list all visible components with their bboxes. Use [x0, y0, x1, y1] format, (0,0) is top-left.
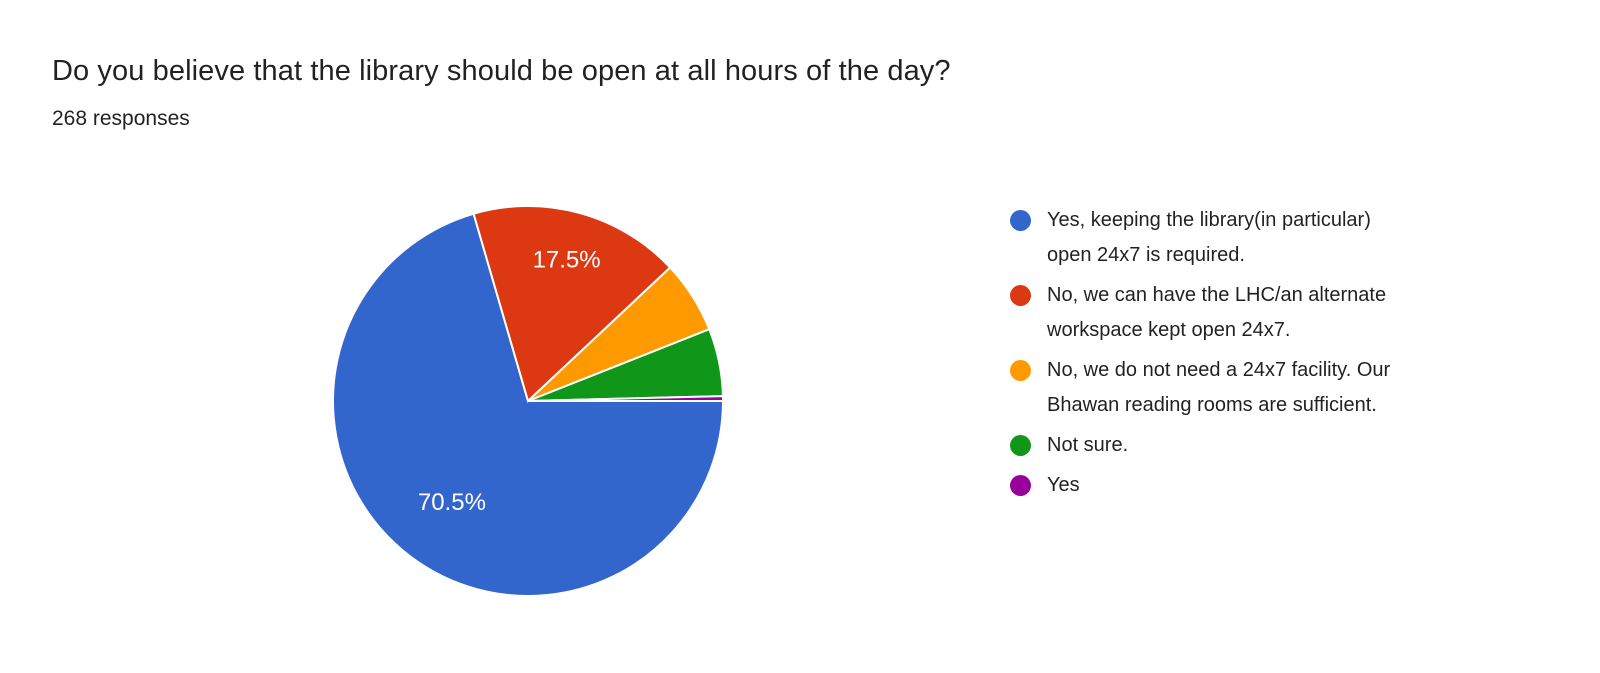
legend-label: Not sure. — [1047, 428, 1128, 463]
chart-legend: Yes, keeping the library(in particular) o… — [1010, 203, 1510, 508]
legend-item-3: No, we do not need a 24x7 facility. Our B… — [1010, 353, 1510, 423]
slice-percent-label: 70.5% — [418, 489, 486, 516]
legend-label-line: Yes — [1047, 474, 1080, 496]
pie-slice-5[interactable] — [527, 395, 725, 402]
legend-item-2: No, we can have the LHC/an alternate work… — [1010, 278, 1510, 348]
legend-item-1: Yes, keeping the library(in particular) o… — [1010, 203, 1510, 273]
legend-color-dot — [1010, 285, 1031, 306]
question-title: Do you believe that the library should b… — [52, 55, 951, 87]
legend-label: No, we can have the LHC/an alternate work… — [1047, 278, 1386, 348]
slice-percent-label: 17.5% — [533, 246, 601, 273]
legend-label-line: Yes, keeping the library(in particular) — [1047, 209, 1371, 231]
pie-chart: 70.5% 17.5% — [332, 205, 725, 597]
legend-label: No, we do not need a 24x7 facility. Our B… — [1047, 353, 1390, 423]
legend-color-dot — [1010, 435, 1031, 456]
legend-label-line: No, we do not need a 24x7 facility. Our — [1047, 359, 1391, 381]
legend-label: Yes, keeping the library(in particular) o… — [1047, 203, 1371, 273]
pie-slice-1[interactable] — [332, 212, 725, 597]
legend-color-dot — [1010, 475, 1031, 496]
pie-slice-2[interactable] — [472, 205, 672, 403]
legend-label-line: Not sure. — [1047, 434, 1129, 456]
legend-item-5: Yes — [1010, 468, 1510, 503]
legend-label-line: No, we can have the LHC/an alternate — [1047, 284, 1387, 306]
legend-label-line: open 24x7 is required. — [1047, 244, 1245, 266]
pie-chart-area: 70.5% 17.5% — [328, 201, 728, 601]
legend-color-dot — [1010, 210, 1031, 231]
legend-label: Yes — [1047, 468, 1080, 503]
legend-item-4: Not sure. — [1010, 428, 1510, 463]
legend-label-line: Bhawan reading rooms are sufficient. — [1047, 394, 1377, 416]
response-count: 268 responses — [52, 107, 190, 130]
legend-color-dot — [1010, 360, 1031, 381]
legend-label-line: workspace kept open 24x7. — [1047, 319, 1291, 341]
